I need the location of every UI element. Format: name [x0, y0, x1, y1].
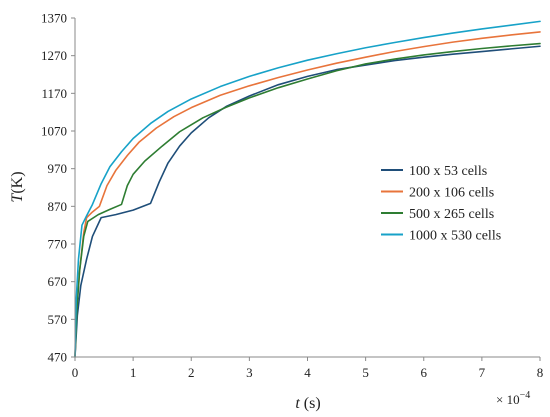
- legend-label: 1000 x 530 cells: [409, 229, 501, 244]
- series-line-2: [74, 31, 541, 358]
- legend-label: 200 x 106 cells: [409, 186, 494, 201]
- series-layer: [74, 20, 541, 358]
- y-tick-label: 1370: [41, 11, 67, 26]
- y-tick-label: 1070: [41, 124, 67, 139]
- legend-label: 100 x 53 cells: [409, 164, 487, 179]
- y-tick-label: 1270: [41, 48, 67, 63]
- x-tick-label: 5: [362, 365, 369, 380]
- y-tick-label: 570: [48, 312, 68, 327]
- ticks-layer: 470 570 670 770 870 970 1070 1170 1270 1370 0 1 2 3 4 5…: [41, 11, 543, 381]
- legend-label: 500 x 265 cells: [409, 207, 494, 222]
- y-tick-label: 970: [48, 161, 68, 176]
- x-tick-label: 2: [188, 365, 195, 380]
- x-tick-label: 6: [421, 365, 428, 380]
- series-line-3: [74, 42, 541, 358]
- x-tick-label: 0: [72, 365, 79, 380]
- x-axis-multiplier: × 10−4: [496, 390, 530, 407]
- y-tick-label: 1170: [41, 86, 67, 101]
- y-tick-label: 770: [48, 237, 68, 252]
- y-tick-label: 870: [48, 199, 68, 214]
- x-tick-label: 8: [537, 365, 544, 380]
- series-line-1: [74, 45, 541, 358]
- y-axis-title: T(K): [9, 171, 26, 202]
- x-tick-label: 1: [130, 365, 137, 380]
- x-tick-label: 3: [246, 365, 253, 380]
- x-tick-label: 4: [304, 365, 311, 380]
- y-tick-label: 470: [48, 350, 68, 365]
- x-tick-label: 7: [479, 365, 486, 380]
- y-tick-label: 670: [48, 274, 68, 289]
- legend: 100 x 53 cells 200 x 106 cells 500 x 265 c…: [381, 164, 501, 244]
- x-axis-title: t (s): [295, 395, 320, 412]
- series-line-4: [74, 20, 541, 358]
